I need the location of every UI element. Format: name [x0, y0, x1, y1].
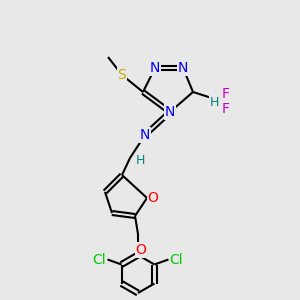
Text: N: N	[178, 61, 188, 75]
Text: O: O	[136, 243, 146, 257]
Text: O: O	[148, 191, 158, 205]
Text: N: N	[150, 61, 160, 75]
Text: Cl: Cl	[169, 253, 183, 266]
Text: H: H	[135, 154, 145, 166]
Text: F: F	[222, 102, 230, 116]
Text: N: N	[165, 105, 175, 119]
Text: S: S	[118, 68, 126, 82]
Text: N: N	[140, 128, 150, 142]
Text: Cl: Cl	[93, 253, 106, 266]
Text: H: H	[209, 97, 219, 110]
Text: F: F	[222, 87, 230, 101]
